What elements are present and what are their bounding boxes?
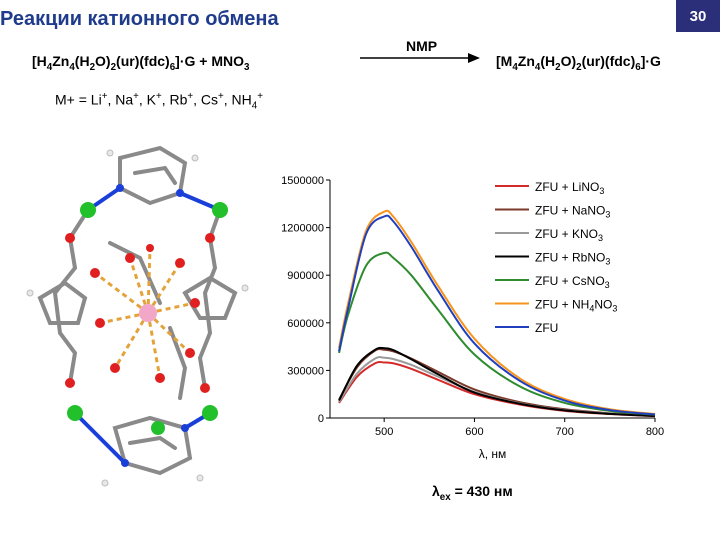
y-tick-label: 300000	[287, 365, 324, 377]
series-line-6	[338, 209, 656, 416]
cation-list: M+ = Li+, Na+, K+, Rb+, Cs+, NH4+	[55, 91, 263, 112]
reaction-products: [M4Zn4(H2O)2(ur)(fdc)6]·G	[496, 53, 661, 73]
reaction-reactants: [H4Zn4(H2O)2(ur)(fdc)6]·G + MNO3	[32, 53, 250, 73]
y-tick-label: 900000	[287, 270, 324, 282]
excitation-wavelength-label: λex = 430 нм	[432, 483, 513, 503]
series-line-5	[338, 251, 656, 416]
legend-label: ZFU + LiNO3	[535, 180, 604, 196]
slide-title: Реакции катионного обмена	[0, 8, 279, 30]
series-line-2	[338, 348, 656, 417]
molecular-structure-image	[26, 145, 249, 487]
legend-label: ZFU	[535, 321, 558, 335]
x-tick-label: 700	[556, 426, 574, 438]
x-tick-label: 600	[465, 426, 483, 438]
series-line-7	[338, 214, 656, 416]
reaction-arrow-label: NMP	[406, 38, 438, 54]
reaction-arrow	[360, 53, 480, 63]
legend-label: ZFU + NaNO3	[535, 204, 610, 220]
y-tick-label: 1500000	[281, 175, 324, 187]
legend-label: ZFU + NH4NO3	[535, 298, 617, 314]
y-tick-label: 0	[318, 413, 324, 425]
x-axis-title: λ, нм	[479, 447, 507, 461]
series-line-4	[338, 346, 656, 417]
legend-label: ZFU + RbNO3	[535, 251, 610, 267]
legend-label: ZFU + CsNO3	[535, 274, 610, 290]
emission-spectra-chart: 0 300000 600000 900000 1200000 1500000 500 600 7…	[281, 175, 664, 461]
page-number-badge: 30	[676, 0, 720, 32]
legend-label: ZFU + KNO3	[535, 227, 603, 243]
y-tick-label: 600000	[287, 318, 324, 330]
x-tick-label: 800	[646, 426, 664, 438]
x-tick-label: 500	[375, 426, 393, 438]
y-tick-label: 1200000	[281, 223, 324, 235]
